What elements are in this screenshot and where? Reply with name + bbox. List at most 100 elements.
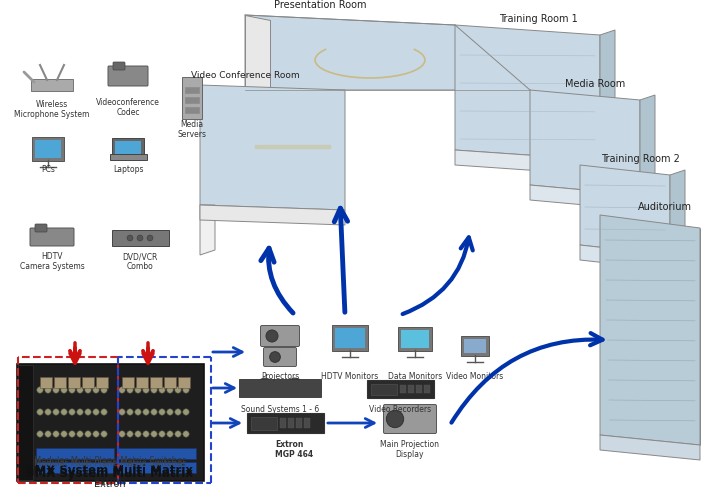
Polygon shape [455,25,600,160]
Circle shape [151,409,157,415]
Circle shape [137,235,143,241]
FancyBboxPatch shape [115,141,141,154]
FancyBboxPatch shape [280,417,286,428]
Polygon shape [600,435,700,460]
Circle shape [135,431,141,437]
Circle shape [127,431,133,437]
FancyBboxPatch shape [264,347,297,367]
Circle shape [159,431,165,437]
Polygon shape [530,185,640,210]
Circle shape [36,431,43,437]
FancyBboxPatch shape [297,417,302,428]
Circle shape [143,431,149,437]
FancyBboxPatch shape [184,107,199,113]
Circle shape [85,387,91,393]
Text: Sound Systems 1 - 6: Sound Systems 1 - 6 [241,405,319,414]
Circle shape [257,378,273,394]
Circle shape [118,409,125,415]
Polygon shape [530,90,640,195]
Circle shape [53,409,59,415]
Circle shape [266,330,278,342]
Text: Extron
MGP 464: Extron MGP 464 [275,440,313,460]
FancyBboxPatch shape [367,380,433,398]
Circle shape [53,431,59,437]
Circle shape [53,387,59,393]
Polygon shape [245,90,270,160]
Text: Video Conference Room: Video Conference Room [191,71,299,80]
FancyBboxPatch shape [17,364,204,481]
FancyBboxPatch shape [400,385,406,393]
Polygon shape [200,205,345,225]
FancyBboxPatch shape [177,376,189,388]
FancyBboxPatch shape [135,376,147,388]
Circle shape [61,409,67,415]
FancyBboxPatch shape [36,447,114,459]
FancyBboxPatch shape [184,97,199,103]
Circle shape [118,387,125,393]
Circle shape [167,409,173,415]
FancyBboxPatch shape [30,228,74,246]
Text: HDTV
Camera Systems: HDTV Camera Systems [20,252,84,271]
Text: Main Projection
Display: Main Projection Display [381,440,440,460]
FancyBboxPatch shape [118,447,196,459]
FancyBboxPatch shape [239,379,321,397]
FancyBboxPatch shape [182,77,202,119]
Circle shape [143,387,149,393]
FancyBboxPatch shape [383,405,437,434]
Circle shape [93,387,100,393]
FancyBboxPatch shape [401,330,429,348]
Circle shape [183,409,189,415]
FancyBboxPatch shape [39,376,51,388]
Text: Presentation Room: Presentation Room [274,0,366,10]
Text: Modular Multi-Plane Matrix Switcher: Modular Multi-Plane Matrix Switcher [34,459,186,468]
Circle shape [143,409,149,415]
Circle shape [127,387,133,393]
Circle shape [101,387,107,393]
Circle shape [61,387,67,393]
Text: Videoconference
Codec: Videoconference Codec [96,98,160,118]
Text: Data Monitors: Data Monitors [388,372,442,381]
Polygon shape [245,15,530,90]
Circle shape [175,387,181,393]
FancyBboxPatch shape [31,79,73,91]
FancyBboxPatch shape [184,87,199,93]
FancyBboxPatch shape [251,416,277,430]
Circle shape [127,409,133,415]
Text: Wireless
Microphone System: Wireless Microphone System [14,100,90,120]
Text: Media
Servers: Media Servers [177,120,207,139]
FancyBboxPatch shape [121,376,133,388]
Text: HDTV Monitors: HDTV Monitors [321,372,379,381]
FancyBboxPatch shape [304,417,310,428]
Text: Training Room 1: Training Room 1 [498,14,578,24]
Circle shape [85,431,91,437]
Text: Video Recorders: Video Recorders [369,405,431,414]
Polygon shape [455,150,600,175]
FancyBboxPatch shape [149,376,161,388]
FancyBboxPatch shape [335,328,365,348]
Circle shape [175,431,181,437]
Circle shape [175,409,181,415]
FancyBboxPatch shape [371,384,397,394]
FancyBboxPatch shape [163,376,175,388]
Circle shape [147,235,153,241]
Circle shape [151,387,157,393]
FancyBboxPatch shape [81,376,93,388]
Polygon shape [600,215,700,445]
Circle shape [61,431,67,437]
Circle shape [69,409,75,415]
Circle shape [77,431,83,437]
Polygon shape [580,165,670,255]
Circle shape [69,387,75,393]
Text: PCs: PCs [41,165,55,174]
FancyBboxPatch shape [113,62,125,70]
FancyBboxPatch shape [111,230,168,246]
FancyBboxPatch shape [247,413,323,433]
Text: Video Monitors: Video Monitors [447,372,503,381]
Polygon shape [200,85,345,210]
Circle shape [183,431,189,437]
FancyBboxPatch shape [118,462,196,472]
Text: Projectors: Projectors [261,372,299,381]
FancyBboxPatch shape [464,339,486,353]
Polygon shape [670,170,685,255]
FancyBboxPatch shape [261,325,299,346]
